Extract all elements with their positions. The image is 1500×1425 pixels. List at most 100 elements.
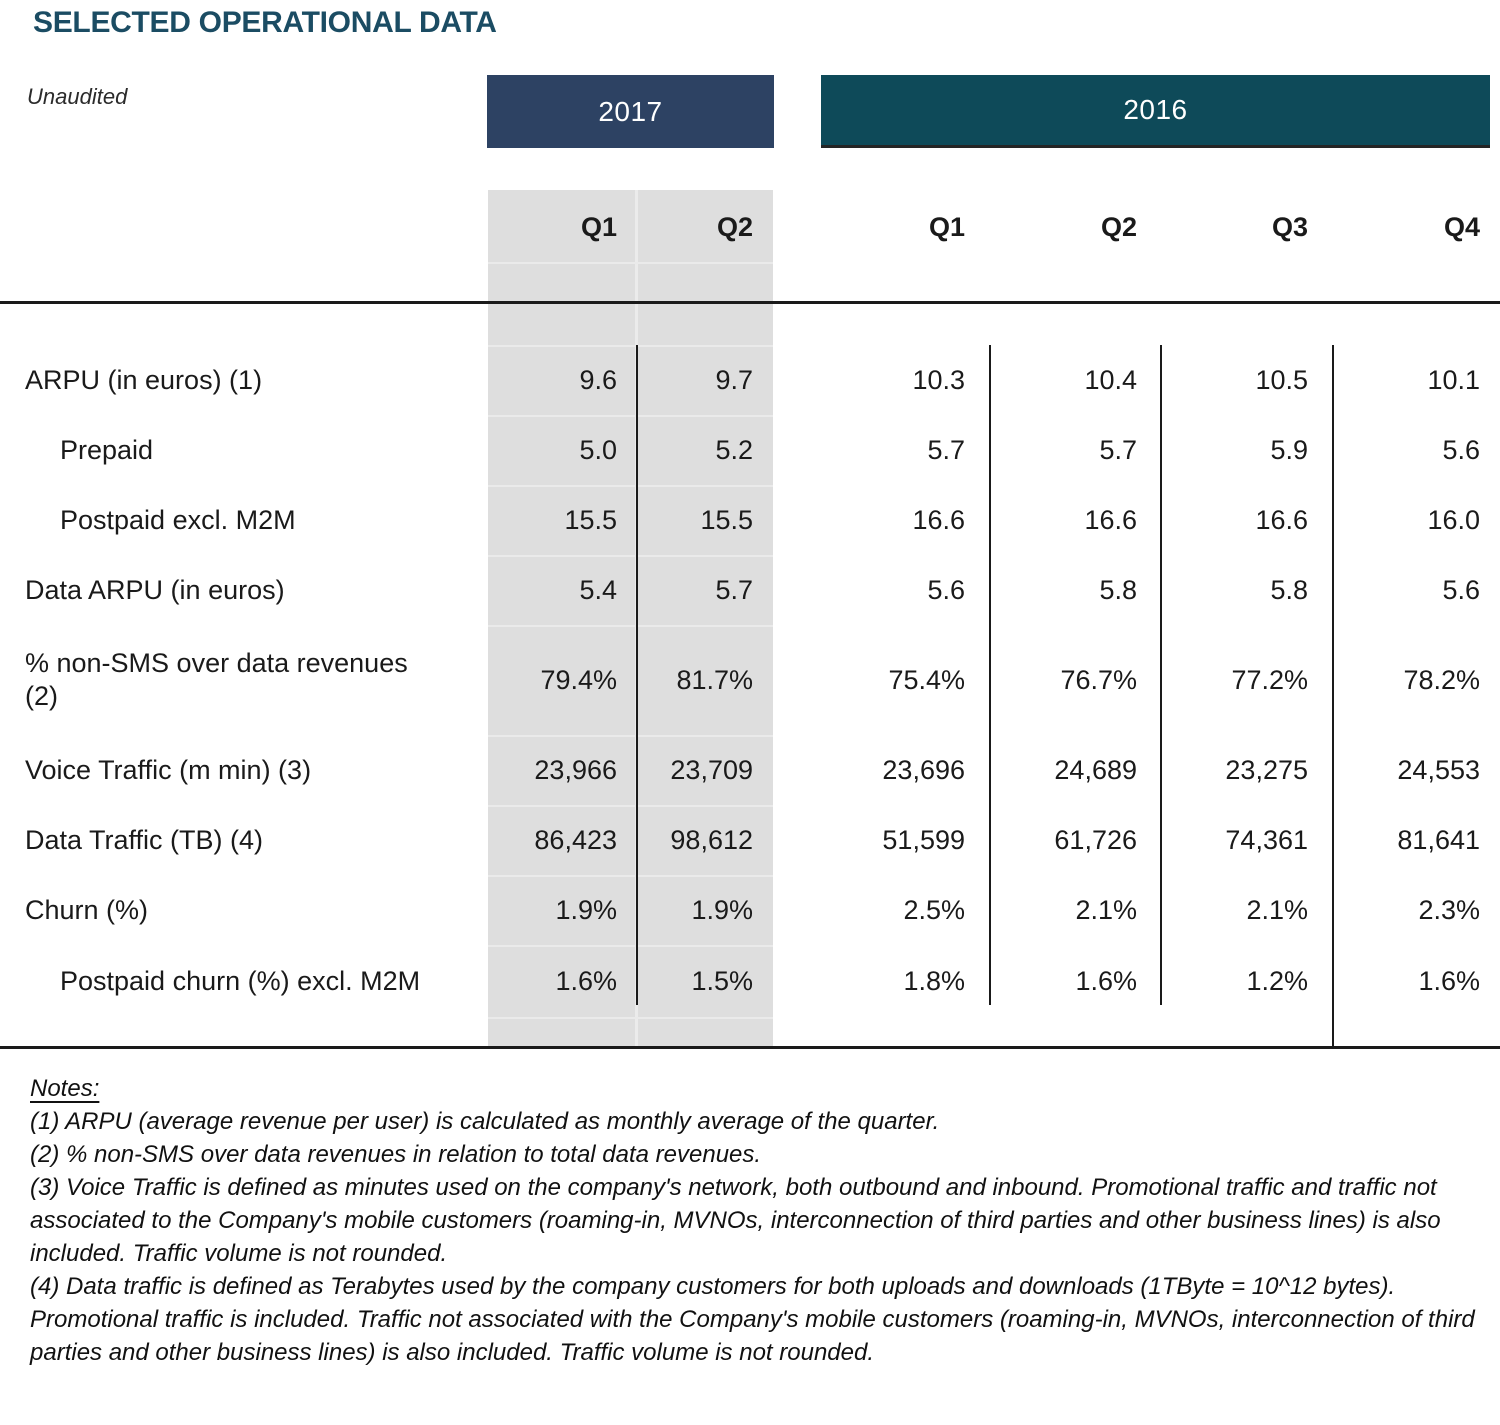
cell-2017-q1: 1.9% [555, 894, 617, 925]
cell-2017-q1: 5.0 [579, 434, 617, 465]
cell-2016-q3: 1.2% [1246, 965, 1308, 996]
row-label: Postpaid churn (%) excl. M2M [60, 965, 421, 996]
row-separator [488, 1017, 773, 1019]
row-separator [488, 415, 773, 417]
cell-2016-q1: 23,696 [882, 754, 965, 785]
cell-2017-q2: 9.7 [715, 364, 753, 395]
note-1: (1) ARPU (average revenue per user) is c… [30, 1108, 940, 1135]
cell-2016-q2: 5.7 [1099, 434, 1137, 465]
row-label: % non-SMS over data revenues (2) [25, 648, 408, 711]
cell-2016-q2: 76.7% [1060, 664, 1137, 695]
cell-2017-q2: 5.7 [715, 574, 753, 605]
cell-2017-q2: 1.9% [691, 894, 753, 925]
row-separator [488, 735, 773, 737]
row-separator [488, 262, 773, 264]
row-label: Churn (%) [25, 894, 149, 925]
table-row-arpu: ARPU (in euros) (1) 9.6 9.7 10.3 10.4 10… [0, 345, 1500, 415]
cell-2016-q2: 16.6 [1084, 504, 1137, 535]
cell-2016-q1: 5.7 [927, 434, 965, 465]
cell-2016-q4: 78.2% [1403, 664, 1480, 695]
table-row-prepaid: Prepaid 5.0 5.2 5.7 5.7 5.9 5.6 [0, 415, 1500, 485]
cell-2016-q2: 61,726 [1054, 824, 1137, 855]
cell-2017-q1: 5.4 [579, 574, 617, 605]
cell-2016-q2: 10.4 [1084, 364, 1137, 395]
year-band-2016: 2016 [821, 75, 1490, 148]
note-2: (2) % non-SMS over data revenues in rela… [30, 1141, 762, 1168]
cell-2016-q1: 75.4% [888, 664, 965, 695]
cell-2016-q4: 1.6% [1418, 965, 1480, 996]
divider-2016-q3-q4 [1332, 345, 1334, 1046]
cell-2017-q2: 81.7% [676, 664, 753, 695]
cell-2017-q2: 1.5% [691, 965, 753, 996]
cell-2017-q1: 9.6 [579, 364, 617, 395]
cell-2016-q1: 16.6 [912, 504, 965, 535]
row-separator [488, 945, 773, 947]
cell-2016-q1: 5.6 [927, 574, 965, 605]
header-2016-q3: Q3 [1271, 212, 1308, 242]
row-separator [488, 805, 773, 807]
table-bottom-rule [0, 1046, 1500, 1049]
cell-2016-q1: 51,599 [882, 824, 965, 855]
notes-heading: Notes: [30, 1075, 100, 1102]
note-4: (4) Data traffic is defined as Terabytes… [30, 1273, 1475, 1366]
cell-2016-q3: 2.1% [1246, 894, 1308, 925]
row-label: Voice Traffic (m min) (3) [25, 754, 312, 785]
cell-2016-q1: 2.5% [903, 894, 965, 925]
cell-2016-q4: 5.6 [1442, 574, 1480, 605]
cell-2017-q2: 5.2 [715, 434, 753, 465]
cell-2016-q4: 5.6 [1442, 434, 1480, 465]
highlight-column-2017 [488, 190, 773, 1046]
cell-2016-q3: 23,275 [1225, 754, 1308, 785]
header-2016-q2: Q2 [1100, 212, 1137, 242]
row-label: Data ARPU (in euros) [25, 574, 285, 605]
row-separator [488, 485, 773, 487]
cell-2016-q2: 2.1% [1075, 894, 1137, 925]
header-2017-q1: Q1 [580, 212, 617, 242]
cell-2016-q3: 5.8 [1270, 574, 1308, 605]
cell-2016-q2: 24,689 [1054, 754, 1137, 785]
page-title: SELECTED OPERATIONAL DATA [33, 6, 497, 39]
header-2016-q1: Q1 [928, 212, 965, 242]
row-label: Data Traffic (TB) (4) [25, 824, 264, 855]
row-separator [488, 875, 773, 877]
row-label: ARPU (in euros) (1) [25, 364, 263, 395]
unaudited-label: Unaudited [27, 84, 128, 109]
cell-2017-q1: 1.6% [555, 965, 617, 996]
cell-2016-q4: 2.3% [1418, 894, 1480, 925]
cell-2016-q2: 5.8 [1099, 574, 1137, 605]
cell-2017-q2: 23,709 [670, 754, 753, 785]
row-separator [488, 345, 773, 347]
cell-2016-q3: 5.9 [1270, 434, 1308, 465]
cell-2016-q1: 1.8% [903, 965, 965, 996]
cell-2017-q2: 98,612 [670, 824, 753, 855]
cell-2017-q1: 15.5 [564, 504, 617, 535]
table-top-rule [0, 301, 1500, 304]
cell-2017-q1: 23,966 [534, 754, 617, 785]
header-2016-q4: Q4 [1443, 212, 1480, 242]
divider-2016-q1-q2 [989, 345, 991, 1005]
table-row-postpaid: Postpaid excl. M2M 15.5 15.5 16.6 16.6 1… [0, 485, 1500, 555]
divider-2016-q2-q3 [1160, 345, 1162, 1005]
cell-2016-q3: 77.2% [1231, 664, 1308, 695]
header-2017-q2: Q2 [716, 212, 753, 242]
row-separator [488, 555, 773, 557]
table-row-non-sms: % non-SMS over data revenues (2) 79.4% 8… [0, 625, 1500, 735]
cell-2016-q3: 10.5 [1255, 364, 1308, 395]
table-row-data-traffic: Data Traffic (TB) (4) 86,423 98,612 51,5… [0, 805, 1500, 875]
cell-2016-q2: 1.6% [1075, 965, 1137, 996]
cell-2016-q4: 81,641 [1397, 824, 1480, 855]
cell-2016-q1: 10.3 [912, 364, 965, 395]
cell-2016-q4: 24,553 [1397, 754, 1480, 785]
divider-2017-q1-q2 [636, 345, 638, 1005]
cell-2016-q4: 16.0 [1427, 504, 1480, 535]
cell-2017-q1: 86,423 [534, 824, 617, 855]
year-band-2017: 2017 [487, 75, 774, 148]
cell-2016-q3: 74,361 [1225, 824, 1308, 855]
cell-2016-q4: 10.1 [1427, 364, 1480, 395]
row-label: Prepaid [60, 434, 154, 465]
cell-2017-q2: 15.5 [700, 504, 753, 535]
quarter-header-row: Q1 Q2 Q1 Q2 Q3 Q4 [0, 190, 1500, 265]
table-row-postpaid-churn: Postpaid churn (%) excl. M2M 1.6% 1.5% 1… [0, 945, 1500, 1017]
cell-2016-q3: 16.6 [1255, 504, 1308, 535]
